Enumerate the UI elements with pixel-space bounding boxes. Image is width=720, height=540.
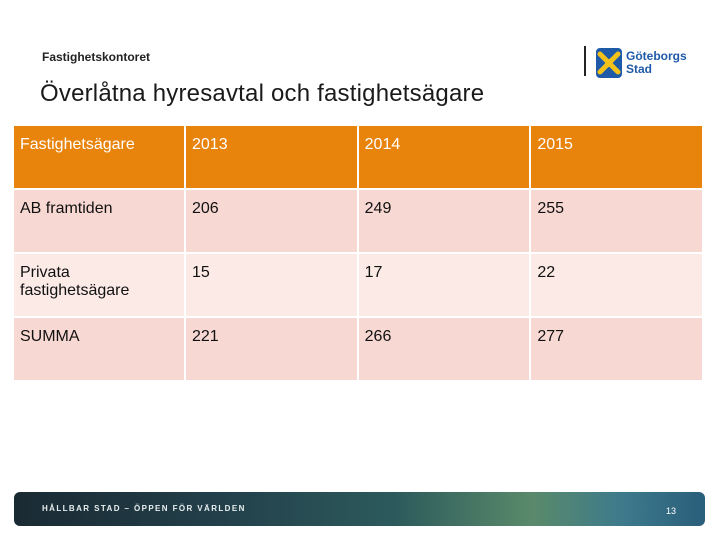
- table-cell: 22: [530, 253, 704, 318]
- footer-banner: [14, 492, 705, 526]
- page-number: 13: [666, 506, 677, 516]
- table-row: AB framtiden 206 249 255: [14, 189, 704, 254]
- data-table: Fastighetsägare 2013 2014 2015 AB framti…: [14, 126, 704, 382]
- table-cell: 249: [357, 189, 532, 254]
- column-header: 2014: [357, 126, 532, 190]
- table-row: SUMMA 221 266 277: [14, 317, 704, 382]
- column-header: 2015: [530, 126, 704, 190]
- page-title: Överlåtna hyresavtal och fastighetsägare: [40, 80, 485, 107]
- logo-text: Göteborgs Stad: [626, 50, 687, 76]
- table-cell: 15: [185, 253, 359, 318]
- logo-divider: [584, 46, 586, 76]
- footer-slogan: HÅLLBAR STAD – ÖPPEN FÖR VÄRLDEN: [42, 504, 246, 513]
- column-header: Fastighetsägare: [14, 126, 186, 190]
- table-header-row: Fastighetsägare 2013 2014 2015: [14, 126, 704, 190]
- department-label: Fastighetskontoret: [42, 50, 151, 64]
- table-cell: 206: [185, 189, 359, 254]
- table-cell: AB framtiden: [14, 189, 186, 254]
- logo-text-line1: Göteborgs: [626, 49, 687, 63]
- table-cell: 17: [357, 253, 532, 318]
- table-cell: 255: [530, 189, 704, 254]
- table-row: Privata fastighetsägare 15 17 22: [14, 253, 704, 318]
- table-cell: Privata fastighetsägare: [14, 253, 186, 318]
- table-cell: 221: [185, 317, 359, 382]
- logo-text-line2: Stad: [626, 62, 653, 76]
- column-header: 2013: [185, 126, 359, 190]
- table-cell: SUMMA: [14, 317, 186, 382]
- table-cell: 277: [530, 317, 704, 382]
- table-cell: 266: [357, 317, 532, 382]
- goteborgs-stad-logo-icon: [596, 48, 622, 78]
